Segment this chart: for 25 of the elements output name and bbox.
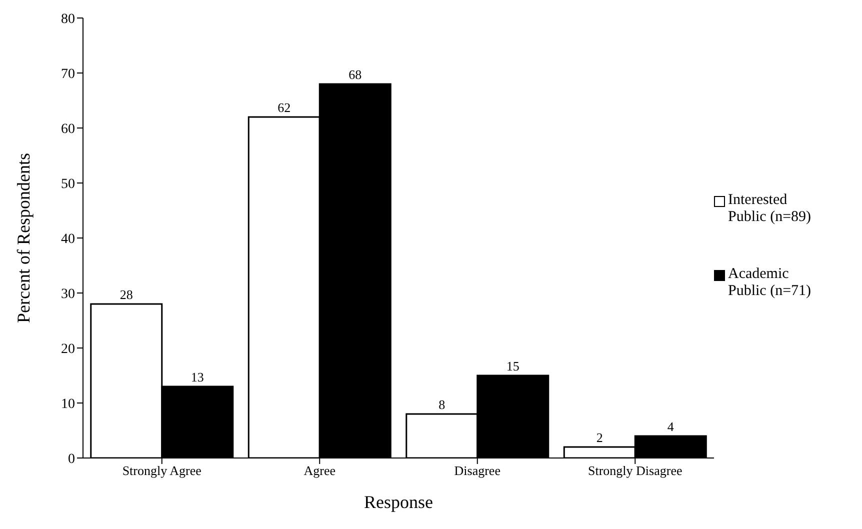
legend-label: Interested Public (n=89) xyxy=(728,192,812,226)
data-label: 62 xyxy=(278,100,291,115)
y-tick-label: 70 xyxy=(61,66,75,82)
y-tick-label: 40 xyxy=(61,232,75,247)
x-tick-label: Agree xyxy=(304,463,336,478)
y-tick-label: 50 xyxy=(61,176,75,192)
y-tick-label: 60 xyxy=(61,122,75,137)
y-tick-label: 20 xyxy=(61,342,75,357)
x-tick-label: Strongly Disagree xyxy=(588,463,682,478)
data-label: 4 xyxy=(667,419,674,434)
data-label: 28 xyxy=(120,287,133,302)
y-axis-title: Percent of Respondents xyxy=(13,153,34,323)
y-tick-label: 0 xyxy=(68,452,75,467)
y-tick-label: 10 xyxy=(61,396,75,412)
x-tick-label: Strongly Agree xyxy=(122,463,202,478)
data-label: 15 xyxy=(506,358,520,374)
y-tick-label: 30 xyxy=(61,286,75,302)
data-label: 8 xyxy=(438,397,446,412)
y-tick-label: 80 xyxy=(61,12,75,27)
legend-label: Academic Public (n=71) xyxy=(728,266,812,300)
data-label: 2 xyxy=(596,430,603,445)
x-axis-title: Response xyxy=(364,492,434,512)
x-tick-label: Disagree xyxy=(454,463,501,478)
data-label: 13 xyxy=(190,370,204,384)
data-label: 68 xyxy=(348,67,362,82)
